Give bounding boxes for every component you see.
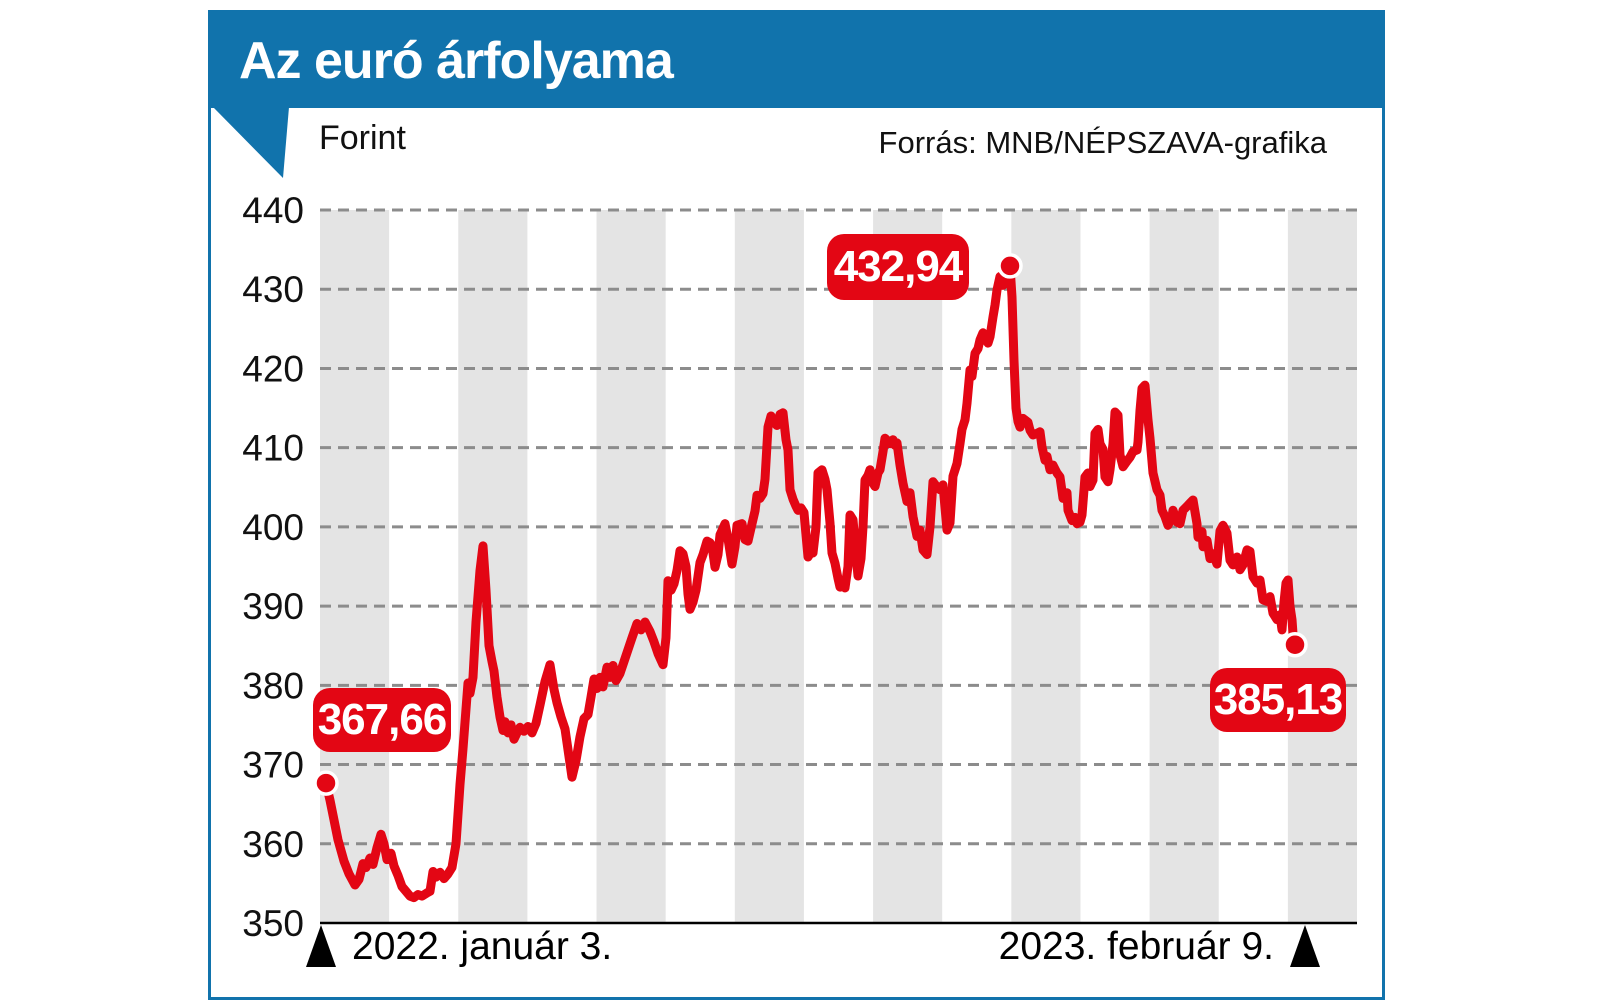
- annotation-peak-value: 432,94: [827, 234, 969, 300]
- data-point-dot: [313, 770, 339, 796]
- title-notch-triangle: [213, 107, 289, 178]
- infographic-frame: 440 430 420 410 400 390 380 370 360 350 Az euró á…: [208, 10, 1385, 1000]
- data-point-dot: [1282, 631, 1308, 658]
- x-axis-start-date: 2022. január 3.: [352, 925, 613, 968]
- y-axis-tick-labels: 440 430 420 410 400 390 380 370 360 350: [242, 190, 304, 944]
- x-axis-end-label: 2023. február 9.: [999, 925, 1320, 969]
- background-band: [873, 210, 943, 923]
- annotation-end-value: 385,13: [1210, 668, 1346, 732]
- y-tick-label: 440: [242, 190, 304, 231]
- background-band: [596, 210, 666, 923]
- y-tick-label: 420: [242, 348, 304, 389]
- y-tick-label: 430: [242, 269, 304, 310]
- title-bar: Az euró árfolyama: [211, 13, 1382, 108]
- eur-huf-line-series: [321, 261, 1300, 903]
- y-axis-unit-label: Forint: [319, 119, 406, 157]
- annotation-start-value: 367,66: [313, 688, 451, 752]
- x-axis-start-label: 2022. január 3.: [306, 925, 612, 969]
- background-band: [1287, 210, 1357, 923]
- y-tick-label: 400: [242, 507, 304, 548]
- y-tick-label: 390: [242, 586, 304, 627]
- background-band: [458, 210, 528, 923]
- background-band: [1011, 210, 1081, 923]
- data-point-markers: [313, 253, 1308, 796]
- y-tick-label: 350: [242, 903, 304, 944]
- background-bands: [320, 210, 1357, 923]
- source-credit-label: Forrás: MNB/NÉPSZAVA-grafika: [878, 125, 1327, 160]
- y-tick-label: 410: [242, 428, 304, 469]
- y-tick-label: 370: [242, 745, 304, 786]
- data-point-dot: [997, 253, 1023, 279]
- background-band: [734, 210, 804, 923]
- background-band: [1149, 210, 1219, 923]
- end-marker-triangle-icon: [1290, 925, 1320, 967]
- y-tick-label: 380: [242, 665, 304, 706]
- x-axis-end-date: 2023. február 9.: [998, 925, 1274, 968]
- exchange-rate-chart: 440 430 420 410 400 390 380 370 360 350: [213, 107, 1357, 944]
- chart-title: Az euró árfolyama: [239, 31, 674, 90]
- start-marker-triangle-icon: [306, 925, 336, 967]
- y-tick-label: 360: [242, 824, 304, 865]
